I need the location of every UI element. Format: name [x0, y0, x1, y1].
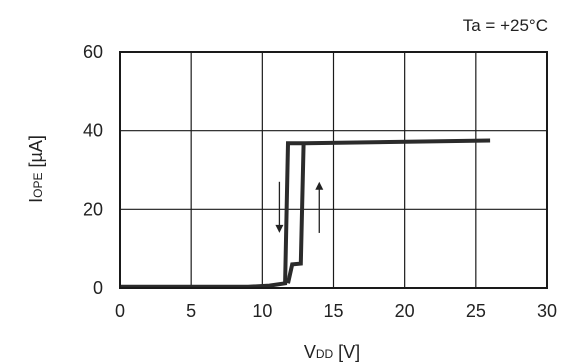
y-tick-label: 40: [83, 121, 103, 141]
series-line-2: [286, 143, 306, 284]
x-tick-label: 20: [395, 301, 415, 321]
y-tick-label: 20: [83, 199, 103, 219]
x-tick-label: 0: [115, 301, 125, 321]
x-tick-label: 5: [186, 301, 196, 321]
y-axis-label: IOPE [µA]: [26, 135, 46, 203]
x-tick-labels: 0 5 10 15 20 25 30: [115, 301, 557, 321]
arrow-up: [315, 181, 324, 233]
x-tick-label: 10: [252, 301, 272, 321]
arrow-down: [275, 181, 284, 233]
y-tick-labels: 0 20 40 60: [83, 42, 103, 298]
x-tick-label: 15: [323, 301, 343, 321]
x-tick-label: 30: [537, 301, 557, 321]
x-axis-label: VDD [V]: [304, 342, 360, 362]
condition-annotation: Ta = +25°C: [463, 16, 548, 35]
x-tick-label: 25: [466, 301, 486, 321]
y-tick-label: 60: [83, 42, 103, 62]
series-group: [120, 138, 491, 289]
hysteresis-arrows: [275, 181, 324, 233]
y-tick-label: 0: [93, 278, 103, 298]
plot-frame: [119, 51, 548, 289]
grid: [120, 52, 547, 288]
